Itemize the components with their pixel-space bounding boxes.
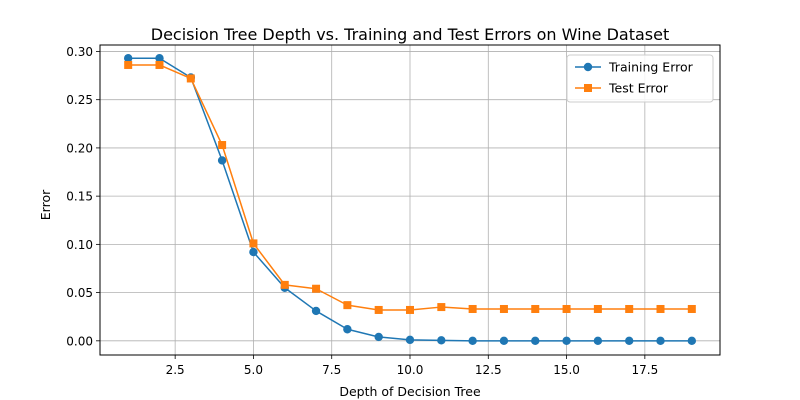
training-error-point xyxy=(217,156,227,165)
legend: Training Error Test Error xyxy=(566,54,714,103)
test-error-point xyxy=(499,304,508,313)
ticks: 2.5 5.0 7.5 10.0 12.5 15.0 17.5 0.00 0.05 0.10 0.1… xyxy=(66,45,658,377)
training-error-point xyxy=(499,336,509,346)
y-tick-label: 0.25 xyxy=(66,93,93,107)
x-tick-label: 12.5 xyxy=(475,363,502,377)
training-error-point xyxy=(249,247,258,257)
test-error-legend-label: Test Error xyxy=(608,81,669,96)
test-error-point xyxy=(562,304,571,313)
test-error-point xyxy=(124,60,133,69)
y-tick-label: 0.05 xyxy=(66,286,93,300)
x-tick-label: 7.5 xyxy=(322,363,341,377)
training-error-point xyxy=(468,336,477,346)
training-error-point xyxy=(437,336,446,345)
training-error-legend-label: Training Error xyxy=(608,60,694,75)
training-error-point xyxy=(656,336,665,346)
y-tick-label: 0.30 xyxy=(66,45,93,59)
test-error-point xyxy=(468,304,477,313)
test-error-point xyxy=(343,301,352,310)
training-error-point xyxy=(405,335,415,345)
test-error-point xyxy=(280,280,289,289)
x-tick-label: 5.0 xyxy=(244,363,263,377)
y-tick-label: 0.10 xyxy=(66,238,93,252)
training-error-point xyxy=(123,54,133,63)
training-error-point xyxy=(343,325,352,334)
test-error-point xyxy=(218,141,227,150)
y-tick-label: 0.20 xyxy=(66,141,93,155)
test-error-point xyxy=(437,303,446,312)
chart-title: Decision Tree Depth vs. Training and Tes… xyxy=(151,25,670,44)
test-error-point xyxy=(406,305,414,314)
test-error-point xyxy=(155,60,164,69)
training-error-point xyxy=(374,332,383,342)
y-axis-label: Error xyxy=(38,189,53,220)
test-error-point xyxy=(186,74,195,83)
test-error-legend-marker xyxy=(584,84,592,92)
test-error-point xyxy=(687,304,696,313)
training-error-point xyxy=(155,54,164,63)
training-error-point xyxy=(593,336,603,346)
legend-box xyxy=(566,54,714,103)
training-error-point xyxy=(624,336,634,346)
test-error-point xyxy=(312,284,321,293)
test-error-point xyxy=(625,304,634,313)
training-error-point xyxy=(687,336,697,346)
test-error-point xyxy=(374,305,383,314)
training-error-point xyxy=(531,336,540,346)
x-tick-label: 15.0 xyxy=(553,363,580,377)
x-axis-label: Depth of Decision Tree xyxy=(339,384,481,399)
training-error-point xyxy=(311,306,321,316)
test-error-point xyxy=(531,304,540,313)
test-error-point xyxy=(249,239,258,248)
x-tick-label: 17.5 xyxy=(631,363,658,377)
grid xyxy=(100,45,720,355)
x-tick-label: 2.5 xyxy=(166,363,185,377)
y-tick-label: 0.15 xyxy=(66,190,93,204)
training-error-legend-marker xyxy=(583,62,593,72)
series-layer xyxy=(123,54,697,346)
x-tick-label: 10.0 xyxy=(397,363,424,377)
training-error-point xyxy=(562,336,571,346)
test-error-point xyxy=(593,304,602,313)
test-error-point xyxy=(656,304,665,313)
test-error-series xyxy=(124,60,696,314)
y-tick-label: 0.00 xyxy=(66,334,93,348)
